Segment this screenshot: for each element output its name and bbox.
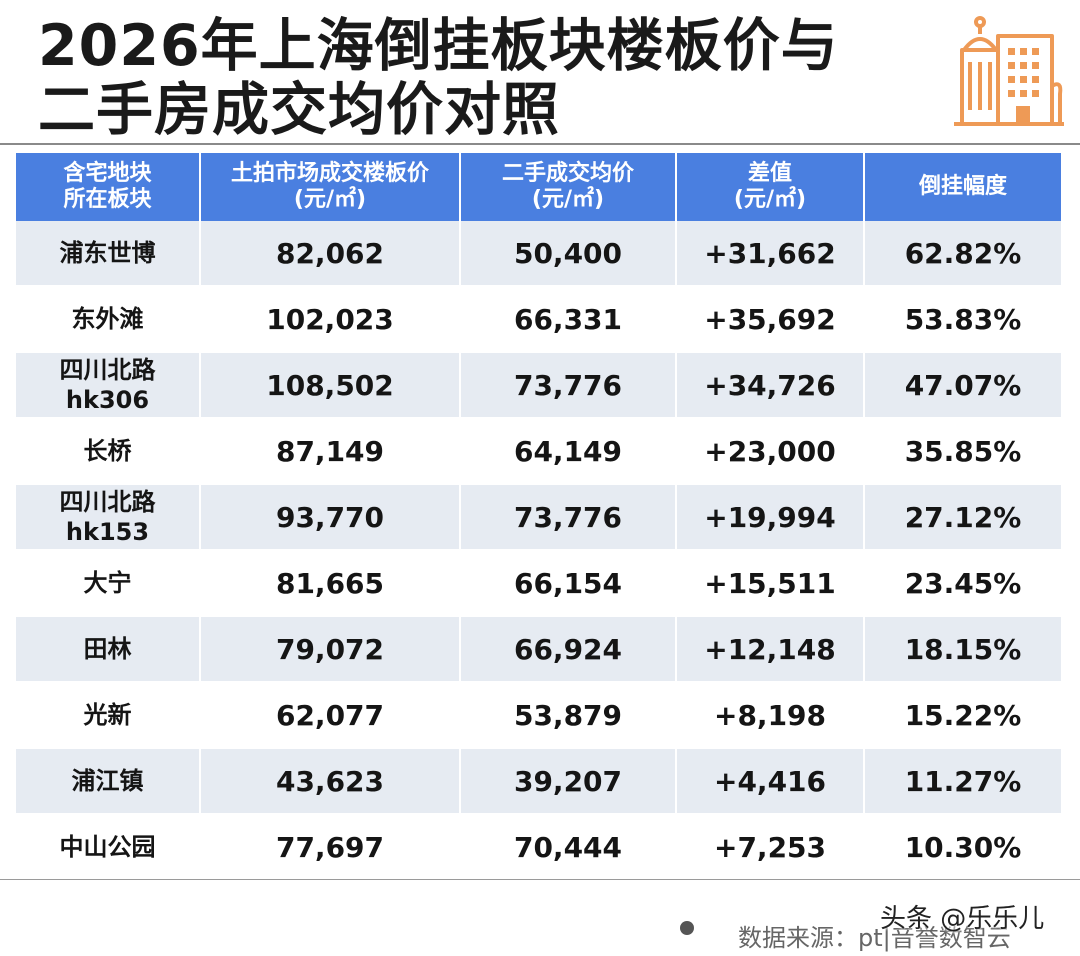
cell-diff: +7,253 [676, 814, 865, 881]
title-line-2: 二手房成交均价对照 [38, 77, 560, 143]
table-row: 光新 62,077 53,879 +8,198 15.22% [16, 682, 1061, 749]
table-row: 田林 79,072 66,924 +12,148 18.15% [16, 616, 1061, 683]
block-name-line: 四川北路 [59, 488, 156, 516]
block-name-line: 长桥 [83, 437, 132, 465]
cell-block-name: 东外滩 [16, 286, 201, 353]
cell-ratio: 35.85% [864, 418, 1061, 485]
cell-diff: +19,994 [676, 484, 865, 551]
table-row: 浦江镇 43,623 39,207 +4,416 11.27% [16, 748, 1061, 815]
cell-floor-price: 43,623 [200, 748, 461, 815]
cell-ratio: 47.07% [864, 352, 1061, 419]
block-name-line: 田林 [83, 635, 132, 663]
block-name-line: 光新 [83, 701, 132, 729]
cell-resale-price: 39,207 [460, 748, 677, 815]
cell-floor-price: 62,077 [200, 682, 461, 749]
cell-diff: +8,198 [676, 682, 865, 749]
cell-ratio: 53.83% [864, 286, 1061, 353]
cell-block-name: 浦江镇 [16, 748, 201, 815]
cell-block-name: 中山公园 [16, 814, 201, 881]
cell-floor-price: 93,770 [200, 484, 461, 551]
cell-block-name: 田林 [16, 616, 201, 683]
cell-diff: +31,662 [676, 221, 865, 287]
header-line: (元/㎡) [531, 187, 605, 212]
buildings-icon [948, 10, 1070, 132]
block-name-line: 浦江镇 [71, 767, 144, 795]
cell-block-name: 四川北路 hk153 [16, 484, 201, 551]
table-row: 浦东世博 82,062 50,400 +31,662 62.82% [16, 221, 1061, 287]
cell-block-name: 光新 [16, 682, 201, 749]
table-row: 东外滩 102,023 66,331 +35,692 53.83% [16, 286, 1061, 353]
cell-floor-price: 79,072 [200, 616, 461, 683]
cell-block-name: 四川北路 hk306 [16, 352, 201, 419]
cell-ratio: 15.22% [864, 682, 1061, 749]
block-name-line: hk306 [65, 386, 150, 414]
cell-ratio: 23.45% [864, 550, 1061, 617]
block-name-line: 四川北路 [59, 356, 156, 384]
cell-floor-price: 108,502 [200, 352, 461, 419]
cell-resale-price: 73,776 [460, 484, 677, 551]
header-line: 含宅地块 [63, 161, 152, 186]
header-block: 含宅地块 所在板块 [16, 153, 201, 221]
table-row: 四川北路 hk306 108,502 73,776 +34,726 47.07% [16, 352, 1061, 419]
cell-resale-price: 66,154 [460, 550, 677, 617]
cell-resale-price: 64,149 [460, 418, 677, 485]
comparison-table: 含宅地块 所在板块 土拍市场成交楼板价 (元/㎡) 二手成交均价 (元/㎡) 差值 (元/㎡)… [16, 153, 1061, 881]
cell-floor-price: 102,023 [200, 286, 461, 353]
header-line: 土拍市场成交楼板价 [230, 161, 429, 186]
bullet-icon [680, 921, 694, 935]
table-row: 大宁 81,665 66,154 +15,511 23.45% [16, 550, 1061, 617]
block-name-line: 东外滩 [71, 305, 144, 333]
header-diff: 差值 (元/㎡) [676, 153, 865, 221]
table-row: 长桥 87,149 64,149 +23,000 35.85% [16, 418, 1061, 485]
cell-ratio: 62.82% [864, 221, 1061, 287]
cell-diff: +34,726 [676, 352, 865, 419]
table-row: 四川北路 hk153 93,770 73,776 +19,994 27.12% [16, 484, 1061, 551]
table-header-row: 含宅地块 所在板块 土拍市场成交楼板价 (元/㎡) 二手成交均价 (元/㎡) 差值 (元/㎡)… [16, 153, 1061, 221]
cell-ratio: 18.15% [864, 616, 1061, 683]
cell-ratio: 27.12% [864, 484, 1061, 551]
block-name-line: hk153 [65, 518, 150, 546]
header-line: 所在板块 [63, 187, 152, 212]
cell-block-name: 浦东世博 [16, 221, 201, 287]
cell-diff: +12,148 [676, 616, 865, 683]
cell-diff: +4,416 [676, 748, 865, 815]
footer-divider [0, 879, 1080, 880]
cell-diff: +35,692 [676, 286, 865, 353]
header-floor-price: 土拍市场成交楼板价 (元/㎡) [200, 153, 461, 221]
block-name-line: 浦东世博 [59, 239, 156, 267]
cell-ratio: 10.30% [864, 814, 1061, 881]
watermark-text: 头条 @乐乐儿 [880, 904, 1045, 934]
cell-diff: +15,511 [676, 550, 865, 617]
header-line: (元/㎡) [293, 187, 367, 212]
page-title: 2026年上海倒挂板块楼板价与 二手房成交均价对照 [38, 14, 839, 142]
cell-resale-price: 53,879 [460, 682, 677, 749]
cell-diff: +23,000 [676, 418, 865, 485]
block-name-line: 中山公园 [59, 833, 156, 861]
header-line: 二手成交均价 [501, 161, 634, 186]
data-source: 数据来源：pt|音誉数智云 [738, 924, 1011, 952]
header-line: 倒挂幅度 [918, 174, 1007, 199]
header-ratio: 倒挂幅度 [864, 153, 1061, 221]
cell-resale-price: 66,924 [460, 616, 677, 683]
cell-resale-price: 50,400 [460, 221, 677, 287]
cell-floor-price: 87,149 [200, 418, 461, 485]
header-line: 差值 [747, 161, 792, 186]
title-line-1: 2026年上海倒挂板块楼板价与 [38, 13, 839, 79]
cell-resale-price: 73,776 [460, 352, 677, 419]
title-divider [0, 143, 1080, 145]
cell-block-name: 大宁 [16, 550, 201, 617]
table-body: 浦东世博 82,062 50,400 +31,662 62.82% 东外滩 102,023 6… [16, 221, 1061, 881]
cell-resale-price: 70,444 [460, 814, 677, 881]
cell-ratio: 11.27% [864, 748, 1061, 815]
table-row: 中山公园 77,697 70,444 +7,253 10.30% [16, 814, 1061, 881]
block-name-line: 大宁 [83, 569, 132, 597]
cell-floor-price: 81,665 [200, 550, 461, 617]
cell-block-name: 长桥 [16, 418, 201, 485]
cell-floor-price: 82,062 [200, 221, 461, 287]
cell-floor-price: 77,697 [200, 814, 461, 881]
header-resale-price: 二手成交均价 (元/㎡) [460, 153, 677, 221]
header-line: (元/㎡) [733, 187, 807, 212]
cell-resale-price: 66,331 [460, 286, 677, 353]
